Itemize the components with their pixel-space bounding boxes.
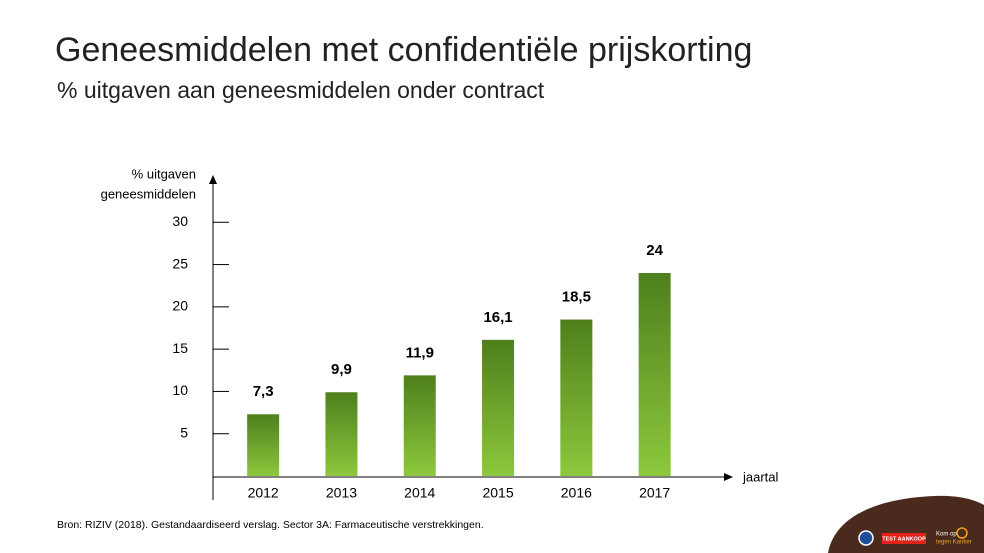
value-label: 16,1 xyxy=(483,309,512,326)
value-label: 18,5 xyxy=(562,289,591,306)
logo-icon xyxy=(858,530,874,546)
x-tick-label: 2012 xyxy=(248,485,279,501)
y-axis-label: % uitgaven xyxy=(132,166,196,181)
bar xyxy=(403,375,436,476)
x-tick-label: 2014 xyxy=(404,485,435,501)
title: Geneesmiddelen met confidentiële prijsko… xyxy=(55,31,752,69)
x-tick-label: 2015 xyxy=(482,485,513,501)
y-tick-label: 20 xyxy=(172,298,188,314)
x-axis-label: jaartal xyxy=(742,469,779,484)
value-label: 11,9 xyxy=(406,344,434,361)
bar xyxy=(247,414,280,476)
bar xyxy=(638,273,671,476)
bar xyxy=(560,319,593,476)
logo-sun xyxy=(956,527,968,539)
x-tick-label: 2016 xyxy=(561,485,592,501)
value-label: 9,9 xyxy=(331,361,352,378)
subtitle: % uitgaven aan geneesmiddelen onder cont… xyxy=(57,77,545,103)
y-tick-label: 30 xyxy=(172,213,188,229)
y-tick-label: 10 xyxy=(172,382,188,398)
bar xyxy=(325,392,358,476)
x-tick-label: 2017 xyxy=(639,485,670,501)
y-tick-label: 15 xyxy=(172,340,188,356)
y-axis-arrow xyxy=(209,175,217,184)
y-axis-label: geneesmiddelen xyxy=(101,186,196,201)
bar xyxy=(482,339,515,476)
x-tick-label: 2013 xyxy=(326,485,357,501)
value-label: 24 xyxy=(646,242,663,259)
logo-text: Kom op xyxy=(936,532,957,538)
value-label: 7,3 xyxy=(253,383,274,400)
logo-text: tegen Kanker xyxy=(936,540,972,546)
source: Bron: RIZIV (2018). Gestandaardiseerd ve… xyxy=(57,519,484,531)
logo-text: TEST AANKOOP xyxy=(882,536,926,542)
logo-box xyxy=(882,533,926,544)
y-tick-label: 25 xyxy=(172,255,188,271)
y-tick-label: 5 xyxy=(180,424,188,440)
x-axis-arrow xyxy=(724,473,733,481)
